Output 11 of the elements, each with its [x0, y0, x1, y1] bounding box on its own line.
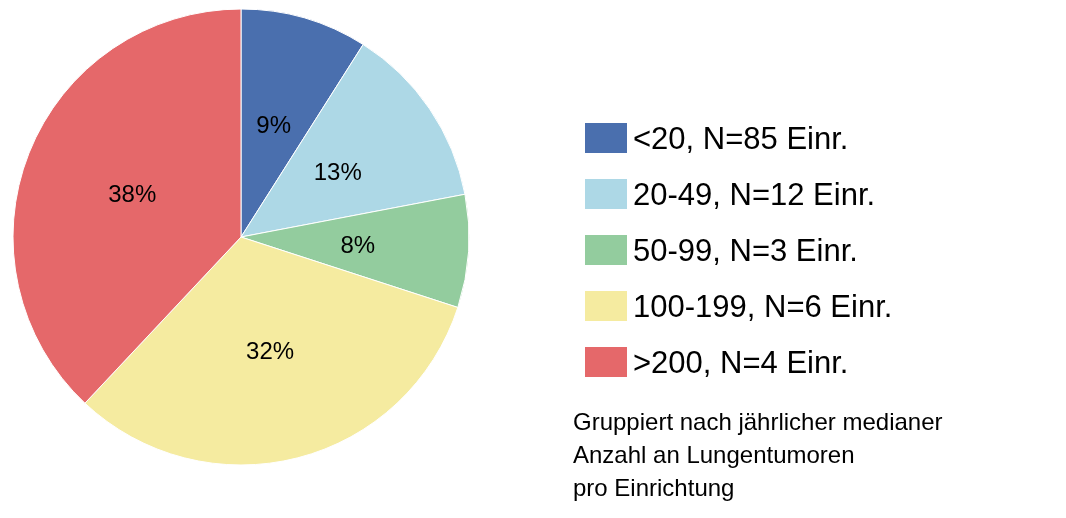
data-label: 8% [340, 230, 376, 258]
text: Gruppiert nach jährlicher medianer Anzahl an Lungentumoren pro Einrichtung [573, 408, 943, 501]
legend-label: >200, N=4 Einr. [633, 344, 849, 380]
legend-label: 50-99, N=3 Einr. [633, 232, 858, 268]
legend-label: 100-199, N=6 Einr. [633, 288, 893, 324]
legend-label: <20, N=85 Einr. [633, 120, 849, 156]
data-label: 32% [246, 336, 295, 364]
data-label: 38% [108, 180, 157, 208]
data-label: 9% [256, 111, 291, 139]
legend-label: 20-49, N=12 Einr. [633, 176, 876, 212]
data-label: 13% [313, 157, 362, 185]
